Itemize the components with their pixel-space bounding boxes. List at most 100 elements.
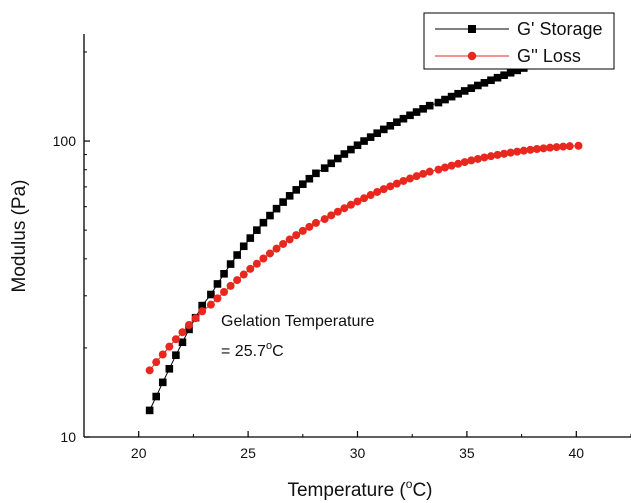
loss-point bbox=[305, 222, 314, 231]
loss-point bbox=[480, 153, 489, 162]
storage-point bbox=[207, 290, 215, 299]
loss-point bbox=[185, 321, 194, 330]
storage-point bbox=[419, 105, 427, 113]
loss-point bbox=[454, 159, 463, 168]
x-tick-label: 20 bbox=[131, 445, 147, 461]
x-tick-label: 35 bbox=[459, 445, 475, 461]
storage-point bbox=[386, 121, 395, 130]
legend-label-loss: G'' Loss bbox=[517, 46, 581, 66]
storage-point bbox=[506, 68, 515, 77]
storage-point bbox=[246, 234, 255, 242]
storage-point bbox=[272, 204, 281, 213]
series-layer bbox=[145, 61, 583, 415]
loss-point bbox=[532, 145, 541, 154]
loss-point bbox=[252, 259, 261, 268]
loss-point bbox=[213, 294, 222, 303]
storage-point bbox=[152, 392, 161, 401]
storage-point bbox=[360, 137, 368, 145]
y-tick-label: 100 bbox=[53, 133, 77, 149]
storage-point bbox=[213, 280, 222, 288]
loss-point bbox=[539, 144, 548, 153]
loss-point bbox=[379, 185, 388, 194]
x-axis-title: Temperature (oC) bbox=[287, 477, 432, 501]
loss-point bbox=[152, 358, 161, 367]
loss-point bbox=[506, 148, 515, 157]
storage-point bbox=[474, 81, 482, 90]
loss-point bbox=[559, 142, 568, 151]
storage-point bbox=[412, 108, 421, 116]
storage-point bbox=[226, 260, 235, 268]
loss-point bbox=[311, 218, 320, 227]
loss-point bbox=[399, 176, 408, 185]
storage-point bbox=[266, 211, 274, 220]
loss-point bbox=[500, 149, 509, 158]
storage-point bbox=[393, 118, 401, 126]
loss-point bbox=[191, 314, 200, 323]
series-line-0 bbox=[149, 65, 531, 411]
loss-point bbox=[473, 154, 482, 163]
storage-point bbox=[353, 141, 362, 150]
series-line-1 bbox=[149, 145, 579, 371]
loss-point bbox=[373, 187, 382, 196]
loss-point bbox=[226, 281, 235, 290]
legend-marker-loss bbox=[467, 51, 477, 61]
storage-point bbox=[454, 89, 462, 98]
loss-point bbox=[246, 264, 255, 273]
loss-point bbox=[526, 145, 535, 154]
loss-point bbox=[574, 141, 583, 150]
loss-point bbox=[285, 235, 294, 244]
storage-point bbox=[305, 174, 314, 183]
legend-marker-storage bbox=[468, 25, 476, 33]
storage-point bbox=[340, 150, 349, 158]
y-tick-label: 10 bbox=[60, 429, 76, 445]
legend-label-storage: G' Storage bbox=[517, 19, 602, 39]
loss-point bbox=[346, 200, 355, 209]
x-tick-label: 30 bbox=[350, 445, 366, 461]
y-axis-ticks: 10 100 bbox=[53, 51, 90, 445]
legend: G' Storage G'' Loss bbox=[423, 12, 615, 70]
loss-point bbox=[353, 197, 362, 206]
loss-point bbox=[486, 152, 495, 161]
storage-point bbox=[467, 84, 476, 92]
storage-point bbox=[425, 101, 434, 110]
loss-point bbox=[327, 211, 336, 220]
loss-point bbox=[546, 143, 555, 152]
storage-point bbox=[447, 92, 456, 101]
storage-point bbox=[233, 251, 241, 259]
storage-point bbox=[513, 66, 522, 75]
loss-point bbox=[165, 342, 174, 351]
loss-point bbox=[340, 204, 349, 213]
storage-point bbox=[220, 269, 228, 278]
loss-point bbox=[552, 143, 561, 152]
storage-point bbox=[158, 378, 167, 387]
loss-point bbox=[392, 179, 401, 188]
storage-point bbox=[145, 406, 154, 415]
x-axis-ticks: 20 25 30 35 40 bbox=[83, 431, 631, 461]
loss-point bbox=[279, 239, 288, 248]
storage-point bbox=[334, 154, 342, 163]
storage-point bbox=[373, 129, 381, 138]
storage-point bbox=[299, 180, 307, 188]
storage-point bbox=[487, 76, 495, 85]
storage-point bbox=[399, 114, 408, 123]
storage-point bbox=[259, 218, 268, 227]
loss-point bbox=[206, 300, 215, 309]
storage-point bbox=[366, 133, 375, 141]
storage-point bbox=[178, 338, 187, 347]
loss-point bbox=[239, 270, 248, 279]
storage-point bbox=[434, 98, 443, 107]
storage-point bbox=[312, 169, 320, 178]
gelation-annotation-line2: = 25.7oC bbox=[221, 340, 284, 360]
loss-point bbox=[412, 172, 421, 181]
storage-point bbox=[493, 73, 502, 82]
storage-point bbox=[379, 125, 388, 134]
loss-point bbox=[460, 158, 469, 167]
loss-point bbox=[467, 156, 476, 165]
loss-point bbox=[434, 165, 443, 174]
storage-point bbox=[165, 364, 174, 373]
gelation-annotation-line1: Gelation Temperature bbox=[221, 313, 375, 330]
loss-point bbox=[419, 169, 428, 178]
loss-point bbox=[265, 249, 274, 258]
loss-point bbox=[220, 287, 229, 296]
